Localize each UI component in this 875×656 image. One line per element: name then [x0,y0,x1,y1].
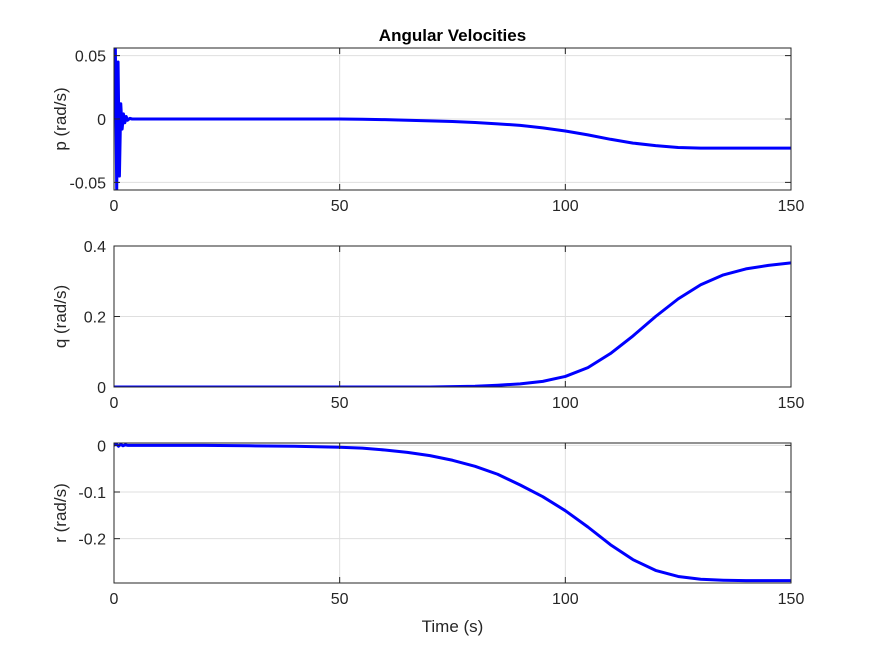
x-tick-label-q-0: 0 [110,395,119,412]
x-tick-label-r-3: 150 [778,591,805,608]
chart-title: Angular Velocities [379,26,526,45]
y-tick-label-q-2: 0 [97,380,106,397]
y-tick-label-r-0: 0 [97,438,106,455]
y-tick-label-p-1: 0 [97,112,106,129]
series-line-p-0 [114,48,791,190]
series-line-q-0 [114,261,791,387]
y-axis-label-r: r (rad/s) [51,483,70,543]
plot-area-r [114,443,791,583]
x-tick-label-p-3: 150 [778,198,805,215]
x-tick-label-p-2: 100 [552,198,579,215]
y-tick-label-q-1: 0.2 [84,310,106,327]
x-tick-label-p-1: 50 [331,198,349,215]
series-line-r-0 [114,443,791,583]
x-tick-label-r-0: 0 [110,591,119,608]
axes-box-r [113,442,792,584]
y-tick-label-r-1: -0.1 [78,485,106,502]
x-tick-label-r-1: 50 [331,591,349,608]
y-axis-label-q: q (rad/s) [51,285,70,348]
x-tick-label-p-0: 0 [110,198,119,215]
x-tick-label-r-2: 100 [552,591,579,608]
y-tick-label-p-2: -0.05 [70,175,107,192]
x-tick-label-q-3: 150 [778,395,805,412]
y-tick-label-q-0: 0.4 [84,239,106,256]
y-axis-label-p: p (rad/s) [51,87,70,150]
x-tick-label-q-1: 50 [331,395,349,412]
y-tick-label-r-2: -0.2 [78,532,106,549]
y-tick-label-p-0: 0.05 [75,49,106,66]
x-axis-label: Time (s) [422,617,484,636]
x-tick-label-q-2: 100 [552,395,579,412]
